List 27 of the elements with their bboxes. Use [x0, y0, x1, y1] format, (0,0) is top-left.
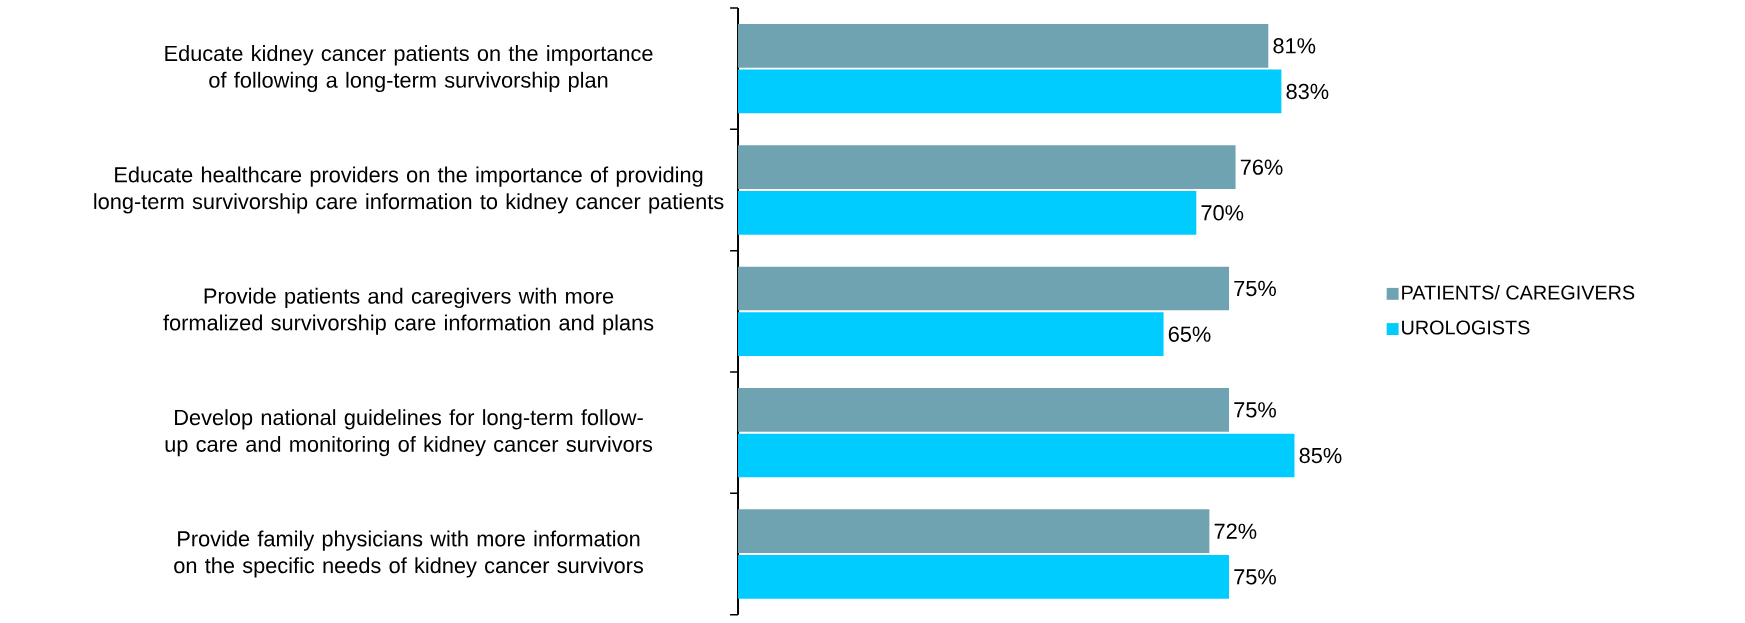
bar: [738, 24, 1269, 68]
data-label: 85%: [1299, 447, 1342, 464]
data-label: 76%: [1240, 159, 1283, 176]
bar: [738, 433, 1295, 478]
bar: [738, 145, 1236, 190]
legend-label: PATIENTS/ CAREGIVERS: [1402, 285, 1635, 300]
y-tick-label: Develop national guidelines for long-term follow-up care and monitoring of kidney cancer survivors: [165, 409, 653, 457]
data-label: 75%: [1234, 569, 1276, 585]
bar: [738, 191, 1197, 235]
y-tick-label: Educate kidney cancer patients on the importance of following a long-term survivorship plan: [165, 45, 653, 93]
data-label: 83%: [1286, 83, 1329, 100]
bar: [738, 312, 1164, 357]
bar: [738, 555, 1230, 599]
y-tick-label: Provide family physicians with more information on the specific needs of kidney cancer survivors: [174, 530, 644, 578]
data-label: 81%: [1273, 38, 1316, 54]
data-label: 65%: [1168, 326, 1211, 343]
data-label: 70%: [1201, 205, 1244, 221]
bar: [738, 388, 1230, 432]
bar: [738, 69, 1282, 114]
data-label: 75%: [1234, 402, 1276, 418]
data-label: 72%: [1214, 523, 1257, 540]
y-tick-label: Provide patients and caregivers with more formalized survivorship care information and plans: [163, 287, 654, 335]
bar: [738, 266, 1230, 311]
data-label: 75%: [1234, 281, 1276, 297]
legend-label: UROLOGISTS: [1402, 320, 1530, 335]
y-tick-label: Educate healthcare providers on the importance of providing long-term survivorship care information to kidney cancer patients: [94, 166, 724, 214]
bar: [738, 509, 1210, 554]
